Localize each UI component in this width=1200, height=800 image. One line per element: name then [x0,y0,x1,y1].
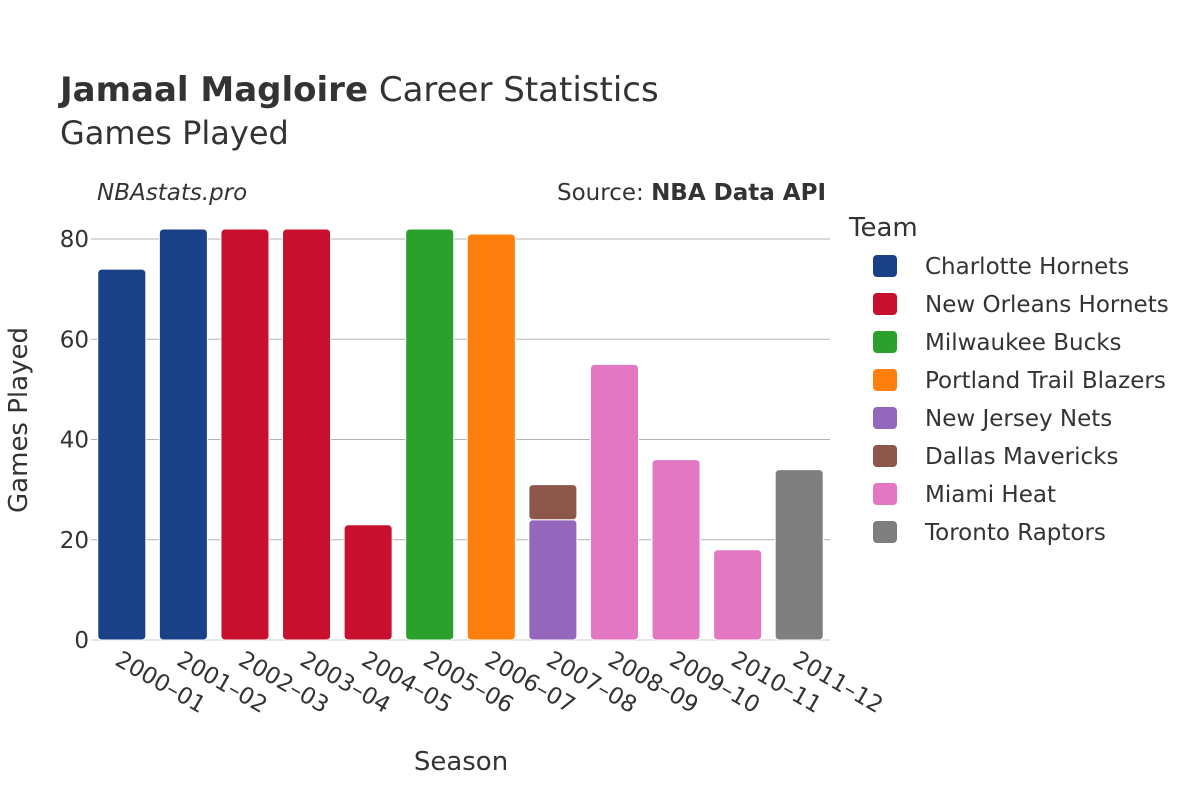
bar-milwaukee-bucks[interactable] [405,228,455,641]
bar-dallas-mavericks[interactable] [528,484,578,521]
legend-label[interactable]: Charlotte Hornets [925,254,1129,280]
bar-miami-heat[interactable] [651,459,701,641]
y-tick-label: 0 [74,628,89,654]
bar-charlotte-hornets[interactable] [158,228,208,641]
legend-label[interactable]: Toronto Raptors [924,520,1106,546]
watermark: NBAstats.pro [97,180,247,206]
legend-label[interactable]: Dallas Mavericks [925,444,1118,470]
legend: Team Charlotte Hornets New Orleans Hornet… [848,213,1169,546]
legend-label[interactable]: Portland Trail Blazers [925,368,1166,394]
bar-miami-heat[interactable] [713,549,763,641]
bar-portland-trail-blazers[interactable] [466,233,516,641]
legend-label[interactable]: New Orleans Hornets [925,292,1169,318]
y-tick-label: 40 [60,428,89,454]
bars [97,228,824,641]
source-text: Source: NBA Data API [557,180,826,206]
legend-swatch[interactable] [873,445,897,467]
legend-swatch[interactable] [873,521,897,543]
y-tick-label: 80 [60,227,89,253]
bar-new-orleans-hornets[interactable] [220,228,270,641]
legend-swatch[interactable] [873,293,897,315]
chart-title: Jamaal Magloire Career Statistics [58,70,659,110]
x-axis-title: Season [414,747,508,777]
legend-swatch[interactable] [873,255,897,277]
legend-swatch[interactable] [873,483,897,505]
legend-label[interactable]: New Jersey Nets [925,406,1112,432]
y-tick-label: 20 [60,528,89,554]
bar-charlotte-hornets[interactable] [97,268,147,641]
y-axis-title: Games Played [4,327,34,513]
legend-swatch[interactable] [873,407,897,429]
gridlines [91,238,830,641]
y-tick-label: 60 [60,327,89,353]
bar-miami-heat[interactable] [589,363,639,641]
chart-title-rest: Career Statistics [379,70,659,110]
bar-new-orleans-hornets[interactable] [343,524,393,641]
legend-swatch[interactable] [873,369,897,391]
bar-new-orleans-hornets[interactable] [282,228,332,641]
source-name: NBA Data API [651,180,826,206]
x-axis-ticks: 2000–012001–022002–032003–042004–052005–… [111,647,887,719]
bar-toronto-raptors[interactable] [774,469,824,641]
bar-new-jersey-nets[interactable] [528,519,578,641]
legend-swatch[interactable] [873,331,897,353]
chart-title-bold: Jamaal Magloire [58,70,368,110]
legend-label[interactable]: Miami Heat [925,482,1056,508]
legend-title: Team [848,213,918,243]
source-label: Source: [557,180,644,206]
y-axis-ticks: 0 20 40 60 80 [60,227,89,654]
chart-subtitle: Games Played [60,114,289,152]
legend-label[interactable]: Milwaukee Bucks [925,330,1122,356]
